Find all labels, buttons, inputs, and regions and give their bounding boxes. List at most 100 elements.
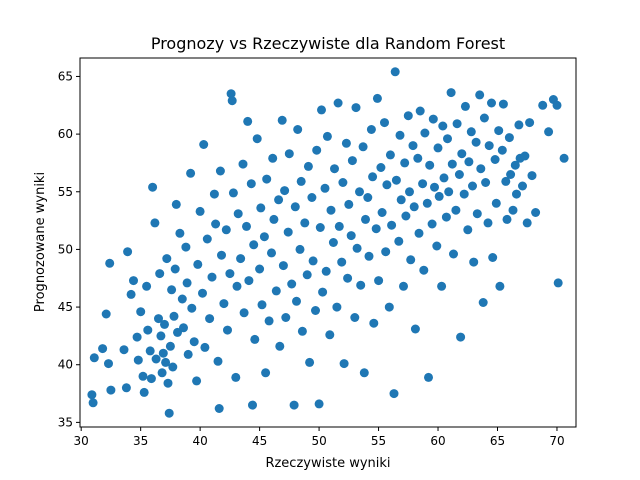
scatter-point — [200, 342, 210, 352]
scatter-point — [246, 179, 256, 189]
scatter-point — [490, 155, 500, 164]
scatter-point — [293, 125, 303, 134]
x-tick-label: 40 — [192, 434, 207, 448]
scatter-point — [390, 67, 400, 77]
scatter-point — [182, 278, 192, 288]
scatter-point — [369, 318, 379, 328]
scatter-point — [145, 346, 155, 356]
scatter-point — [394, 236, 404, 246]
scatter-point — [104, 359, 113, 369]
scatter-point — [406, 255, 416, 265]
scatter-point — [559, 153, 569, 163]
scatter-point — [376, 163, 386, 172]
scatter-point — [514, 120, 524, 130]
scatter-point — [396, 195, 406, 205]
scatter-point — [419, 265, 429, 275]
scatter-point — [262, 174, 272, 184]
scatter-point — [163, 378, 173, 388]
scatter-point — [295, 244, 305, 254]
scatter-point — [405, 187, 414, 197]
scatter-point — [302, 270, 312, 280]
scatter-point — [161, 357, 171, 367]
scatter-point — [217, 250, 226, 260]
scatter-point — [457, 149, 467, 159]
scatter-point — [433, 143, 443, 153]
scatter-point — [317, 105, 326, 115]
scatter-point — [341, 138, 351, 148]
scatter-point — [472, 209, 482, 219]
scatter-point — [487, 98, 496, 108]
scatter-point — [377, 208, 387, 217]
scatter-point — [177, 294, 187, 304]
x-tick-label: 50 — [311, 434, 326, 448]
scatter-point — [277, 115, 287, 125]
scatter-point — [389, 389, 399, 399]
scatter-point — [382, 180, 392, 190]
scatter-point — [326, 205, 336, 215]
scatter-point — [456, 332, 466, 342]
scatter-point — [502, 214, 512, 224]
scatter-point — [162, 254, 172, 264]
scatter-point — [321, 266, 331, 276]
scatter-point — [538, 100, 548, 110]
scatter-point — [552, 100, 562, 110]
scatter-point — [460, 101, 470, 111]
scatter-point — [338, 178, 348, 187]
scatter-point — [443, 134, 452, 144]
scatter-point — [231, 372, 241, 382]
scatter-point — [88, 398, 98, 408]
scatter-point — [284, 149, 294, 159]
scatter-point — [89, 353, 99, 363]
scatter-point — [347, 156, 357, 166]
scatter-point — [361, 214, 370, 224]
scatter-point — [168, 362, 178, 372]
scatter-point — [466, 127, 476, 137]
scatter-point — [156, 331, 166, 341]
scatter-point — [164, 408, 174, 418]
scatter-point — [126, 289, 136, 299]
scatter-point — [328, 238, 338, 247]
scatter-point — [371, 224, 381, 234]
x-tick-label: 55 — [371, 434, 386, 448]
scatter-point — [193, 259, 203, 269]
scatter-point — [380, 118, 389, 128]
scatter-point — [267, 248, 276, 258]
scatter-point — [449, 249, 458, 259]
scatter-point — [418, 179, 428, 189]
scatter-point — [384, 302, 394, 312]
scatter-point — [165, 341, 175, 351]
scatter-point — [214, 404, 224, 413]
scatter-point — [497, 145, 507, 155]
scatter-point — [520, 151, 530, 161]
scatter-point — [479, 113, 489, 123]
scatter-point — [459, 189, 469, 199]
scatter-point — [428, 114, 438, 124]
x-tick-label: 65 — [490, 434, 505, 448]
scatter-point — [463, 225, 473, 235]
scatter-point — [430, 182, 439, 192]
scatter-point — [424, 372, 433, 382]
scatter-point — [132, 332, 142, 342]
scatter-point — [420, 128, 430, 138]
scatter-point — [358, 142, 368, 152]
scatter-point — [211, 219, 221, 229]
y-tick-label: 50 — [58, 242, 73, 256]
scatter-point — [325, 330, 335, 340]
points-layer — [87, 67, 569, 418]
scatter-point — [290, 202, 300, 212]
scatter-point — [205, 314, 215, 324]
scatter-point — [123, 247, 133, 257]
scatter-point — [243, 116, 253, 126]
y-tick-label: 40 — [58, 358, 73, 372]
scatter-point — [287, 279, 297, 289]
scatter-point — [318, 287, 328, 297]
scatter-point — [269, 214, 279, 224]
scatter-point — [101, 309, 111, 319]
scatter-point — [257, 300, 267, 310]
scatter-point — [244, 276, 254, 286]
scatter-point — [119, 345, 129, 355]
scatter-point — [105, 258, 115, 268]
scatter-point — [233, 209, 243, 219]
scatter-point — [155, 269, 165, 279]
scatter-point — [275, 341, 285, 351]
